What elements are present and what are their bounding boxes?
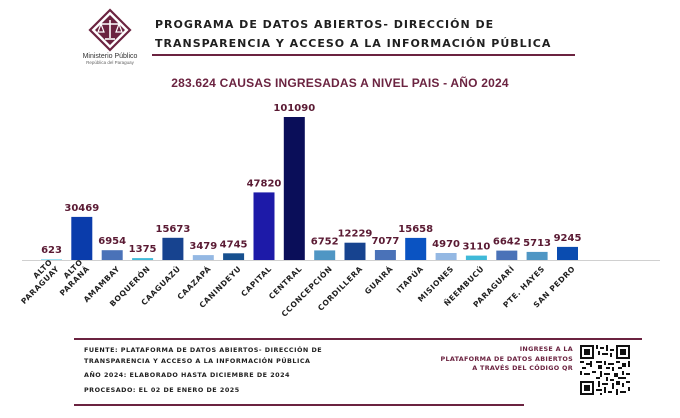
value-label-8: 101090 bbox=[273, 103, 315, 114]
bar-16 bbox=[526, 251, 548, 260]
category-label-1: ALTOPARANÁ bbox=[51, 257, 91, 297]
category-label-12: ITAPÚA bbox=[395, 264, 426, 295]
bar-1 bbox=[71, 216, 93, 260]
value-label-13: 4970 bbox=[432, 239, 460, 250]
ministerio-publico-seal-icon bbox=[88, 8, 132, 52]
bar-10 bbox=[344, 242, 366, 260]
header-divider bbox=[152, 54, 575, 56]
bottom-divider bbox=[74, 404, 524, 406]
footer-qr-text: INGRESE A LA PLATAFORMA DE DATOS ABIERTO… bbox=[405, 345, 573, 374]
bar-15 bbox=[496, 250, 518, 260]
footer-source-line-2: TRANSPARENCIA Y ACCESO A LA INFORMACIÓN … bbox=[84, 356, 311, 365]
bar-12 bbox=[405, 237, 427, 260]
footer-qr-line-3: A TRAVÉS DEL CÓDIGO QR bbox=[472, 364, 573, 372]
bar-11 bbox=[374, 250, 396, 260]
value-label-6: 4745 bbox=[220, 239, 248, 250]
bar-14 bbox=[465, 255, 487, 260]
footer-qr-line-2: PLATAFORMA DE DATOS ABIERTOS bbox=[440, 354, 573, 363]
category-label-11-line-0: GUAIRÁ bbox=[363, 264, 395, 296]
bar-7 bbox=[253, 192, 275, 260]
footer-source-line-1: FUENTE: PLATAFORMA DE DATOS ABIERTOS- DI… bbox=[84, 346, 323, 354]
logo-name: Ministerio Público bbox=[82, 53, 138, 60]
bar-0 bbox=[41, 259, 62, 260]
bar-3 bbox=[132, 258, 154, 260]
bar-4 bbox=[162, 237, 184, 260]
footer-processed: PROCESADO: EL 02 DE ENERO DE 2025 bbox=[84, 385, 240, 394]
value-label-10: 12229 bbox=[338, 229, 373, 240]
value-label-15: 6642 bbox=[493, 237, 521, 248]
value-label-5: 3479 bbox=[189, 241, 217, 252]
value-label-1: 30469 bbox=[64, 203, 99, 214]
category-label-9: CCONCEPCIÓN bbox=[280, 264, 335, 319]
chart-title: 283.624 CAUSAS INGRESADAS A NIVEL PAIS -… bbox=[171, 76, 509, 90]
value-label-4: 15673 bbox=[156, 224, 191, 235]
logo-subtitle: República del Paraguay bbox=[86, 60, 134, 65]
footer-elaborated: AÑO 2024: ELABORADO HASTA DICIEMBRE DE 2… bbox=[84, 371, 291, 379]
footer-source: FUENTE: PLATAFORMA DE DATOS ABIERTOS- DI… bbox=[84, 345, 384, 395]
category-label-11: GUAIRÁ bbox=[363, 264, 395, 296]
qr-code-icon[interactable] bbox=[580, 345, 630, 395]
bar-13 bbox=[435, 253, 457, 260]
bar-2 bbox=[101, 250, 123, 260]
header-title: PROGRAMA DE DATOS ABIERTOS- DIRECCIÓN DE… bbox=[155, 15, 575, 53]
logo: Ministerio Público República del Paragua… bbox=[70, 8, 150, 65]
value-label-3: 1375 bbox=[129, 244, 157, 255]
value-label-7: 47820 bbox=[247, 178, 282, 189]
value-label-16: 5713 bbox=[523, 238, 551, 249]
value-label-0: 623 bbox=[41, 245, 62, 256]
category-label-0: ALTOPARAGUAY bbox=[13, 257, 62, 306]
bar-17 bbox=[557, 246, 578, 260]
footer-divider bbox=[74, 338, 642, 340]
footer-qr-line-1: INGRESE A LA bbox=[519, 345, 573, 353]
bar-8 bbox=[283, 117, 305, 260]
bar-6 bbox=[223, 253, 245, 260]
value-label-14: 3110 bbox=[462, 242, 490, 253]
value-label-17: 9245 bbox=[554, 233, 582, 244]
header-title-line-1: PROGRAMA DE DATOS ABIERTOS- DIRECCIÓN DE bbox=[155, 18, 495, 31]
value-label-2: 6954 bbox=[98, 236, 126, 247]
category-label-12-line-0: ITAPÚA bbox=[395, 264, 426, 295]
value-label-12: 15658 bbox=[398, 224, 433, 235]
category-label-9-line-0: CCONCEPCIÓN bbox=[280, 264, 335, 319]
value-label-11: 7077 bbox=[371, 236, 399, 247]
header-title-line-2: TRANSPARENCIA Y ACCESO A LA INFORMACIÓN … bbox=[155, 37, 552, 50]
value-label-9: 6752 bbox=[311, 236, 339, 247]
bar-9 bbox=[314, 250, 336, 260]
bar-5 bbox=[192, 255, 214, 260]
